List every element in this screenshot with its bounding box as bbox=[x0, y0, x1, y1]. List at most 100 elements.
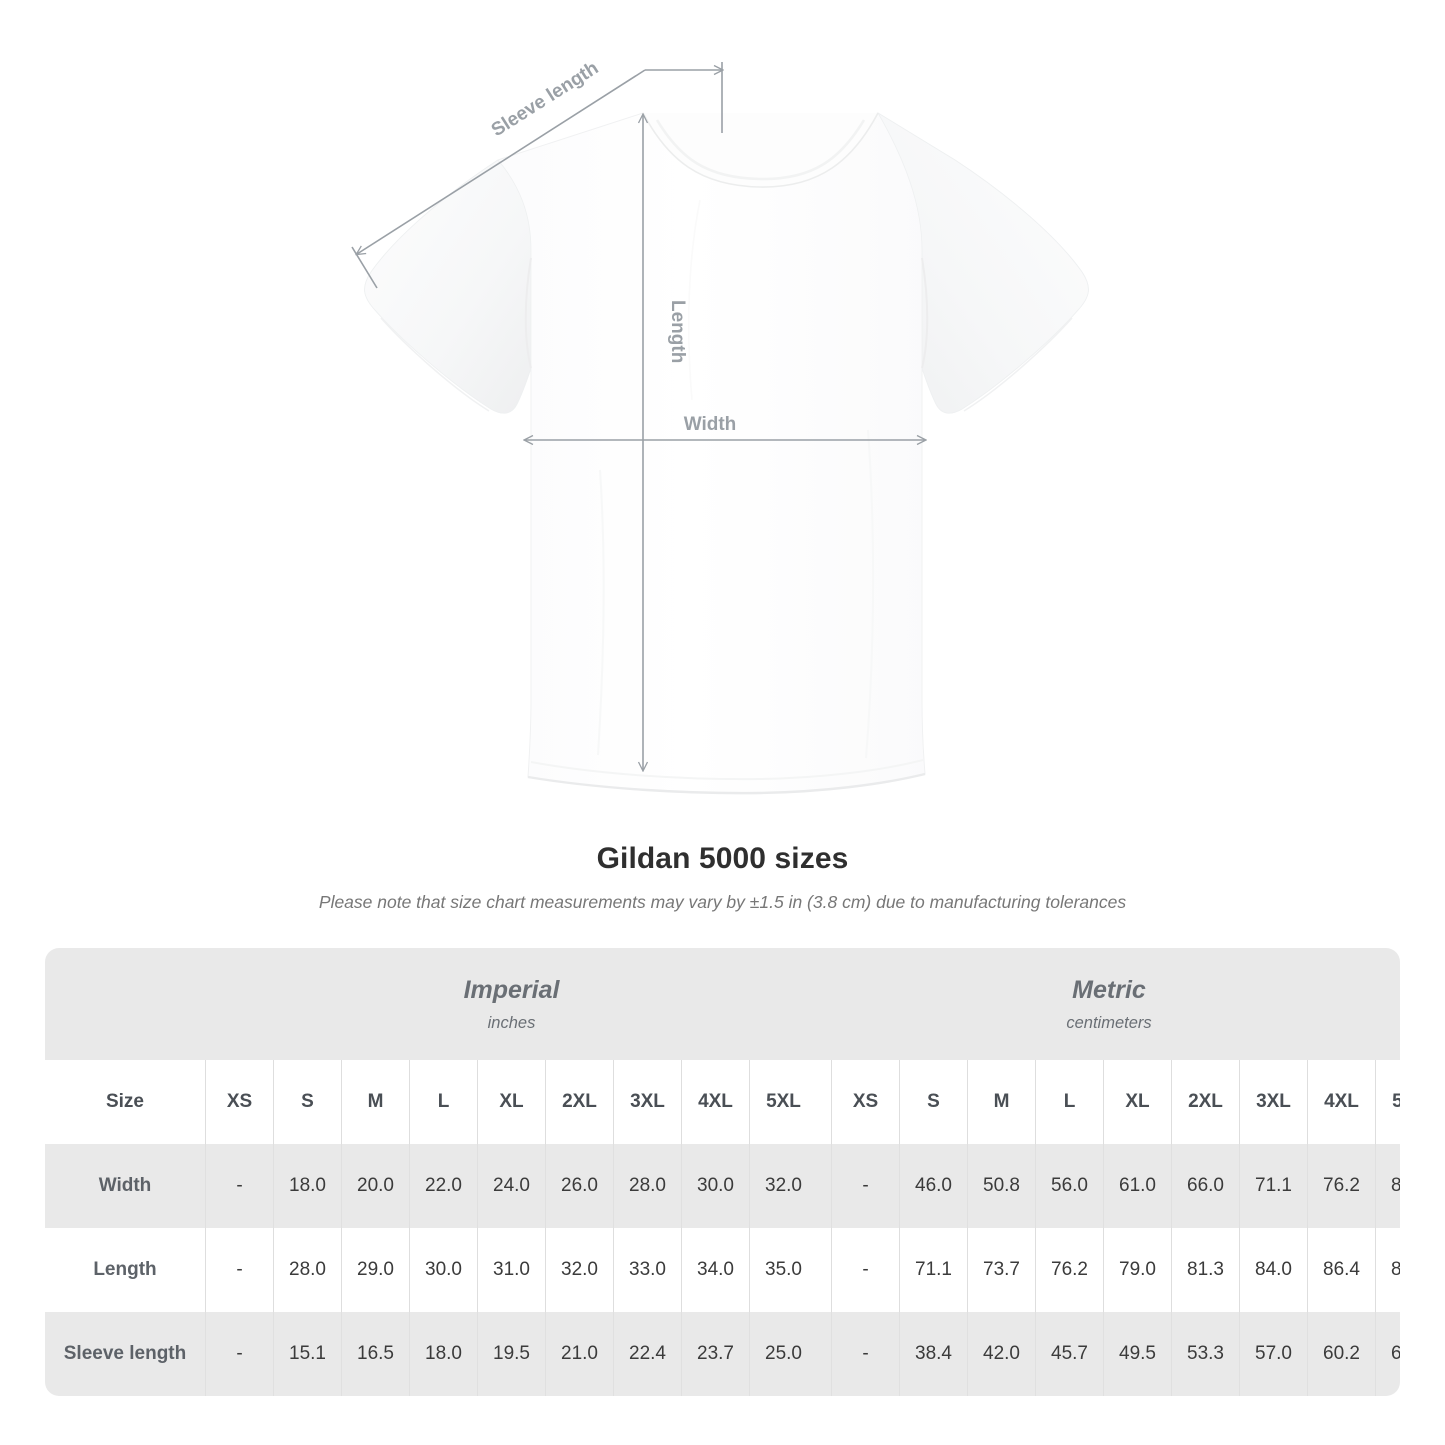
length-imperial-l: 30.0 bbox=[409, 1228, 477, 1312]
width-imperial-4xl: 30.0 bbox=[681, 1144, 749, 1228]
size-header-row: Size XS S M L XL 2XL 3XL 4XL 5XL XS S M … bbox=[45, 1060, 1400, 1144]
length-metric-s: 71.1 bbox=[899, 1228, 967, 1312]
size-chart-table: Imperial inches Metric centimeters Size … bbox=[45, 948, 1400, 1396]
left-sleeve-hem bbox=[380, 317, 490, 412]
width-imperial-s: 18.0 bbox=[273, 1144, 341, 1228]
row-label-width: Width bbox=[98, 1175, 152, 1196]
width-metric-5xl: 81.3 bbox=[1375, 1144, 1400, 1228]
length-metric-m: 73.7 bbox=[967, 1228, 1035, 1312]
sleeve-metric-s: 38.4 bbox=[899, 1312, 967, 1396]
width-label: Width bbox=[684, 414, 737, 435]
width-metric-s: 46.0 bbox=[899, 1144, 967, 1228]
length-imperial-5xl: 35.0 bbox=[749, 1228, 817, 1312]
sleeve-imperial-5xl: 25.0 bbox=[749, 1312, 817, 1396]
size-header-metric-l: L bbox=[1035, 1060, 1103, 1144]
right-sleeve-shade bbox=[877, 112, 1089, 414]
length-imperial-s: 28.0 bbox=[273, 1228, 341, 1312]
length-imperial-3xl: 33.0 bbox=[613, 1228, 681, 1312]
fabric-fold-3 bbox=[687, 199, 701, 401]
tshirt-collar bbox=[642, 112, 879, 188]
length-metric-5xl: 89.0 bbox=[1375, 1228, 1400, 1312]
sleeve-metric-2xl: 53.3 bbox=[1171, 1312, 1239, 1396]
size-header-metric-m: M bbox=[967, 1060, 1035, 1144]
width-imperial-3xl: 28.0 bbox=[613, 1144, 681, 1228]
sleeve-metric-xs: - bbox=[831, 1312, 899, 1396]
length-metric-2xl: 81.3 bbox=[1171, 1228, 1239, 1312]
sleeve-length-end-tick bbox=[351, 246, 378, 289]
width-metric-xs: - bbox=[831, 1144, 899, 1228]
length-metric-l: 76.2 bbox=[1035, 1228, 1103, 1312]
sleeve-imperial-3xl: 22.4 bbox=[613, 1312, 681, 1396]
fabric-fold-1 bbox=[597, 469, 605, 756]
size-header-metric-s: S bbox=[899, 1060, 967, 1144]
length-metric-3xl: 84.0 bbox=[1239, 1228, 1307, 1312]
metric-subtitle: centimeters bbox=[1066, 1014, 1152, 1032]
size-header-metric-3xl: 3XL bbox=[1239, 1060, 1307, 1144]
tshirt-bottom-hem bbox=[527, 772, 926, 795]
right-sleeve-hem bbox=[963, 317, 1073, 412]
size-corner-label: Size bbox=[105, 1091, 145, 1112]
table-row: Width - 18.0 20.0 22.0 24.0 26.0 28.0 30… bbox=[45, 1144, 1400, 1228]
size-header-imperial-2xl: 2XL bbox=[545, 1060, 613, 1144]
length-imperial-2xl: 32.0 bbox=[545, 1228, 613, 1312]
sleeve-length-arrow bbox=[357, 69, 646, 254]
size-header-imperial-s: S bbox=[273, 1060, 341, 1144]
tshirt-measurement-diagram: Sleeve length Length Width bbox=[351, 58, 1089, 795]
length-label: Length bbox=[667, 300, 688, 363]
sleeve-imperial-s: 15.1 bbox=[273, 1312, 341, 1396]
unit-header-spacer bbox=[45, 948, 205, 1060]
sleeve-metric-l: 45.7 bbox=[1035, 1312, 1103, 1396]
size-header-metric-xs: XS bbox=[831, 1060, 899, 1144]
left-sleeve-seam bbox=[524, 257, 532, 369]
size-header-metric-4xl: 4XL bbox=[1307, 1060, 1375, 1144]
chart-heading-block: Gildan 5000 sizes Please note that size … bbox=[0, 840, 1445, 913]
width-imperial-2xl: 26.0 bbox=[545, 1144, 613, 1228]
width-imperial-5xl: 32.0 bbox=[749, 1144, 817, 1228]
table-row: Length - 28.0 29.0 30.0 31.0 32.0 33.0 3… bbox=[45, 1228, 1400, 1312]
right-sleeve-seam bbox=[921, 257, 929, 369]
length-metric-xs: - bbox=[831, 1228, 899, 1312]
imperial-header-group: Imperial inches bbox=[205, 948, 818, 1060]
length-imperial-xl: 31.0 bbox=[477, 1228, 545, 1312]
width-metric-2xl: 66.0 bbox=[1171, 1144, 1239, 1228]
row-label-sleeve-length: Sleeve length bbox=[63, 1343, 187, 1364]
size-header-imperial-4xl: 4XL bbox=[681, 1060, 749, 1144]
page-title: Gildan 5000 sizes bbox=[596, 842, 849, 875]
sleeve-imperial-m: 16.5 bbox=[341, 1312, 409, 1396]
row-label-length: Length bbox=[93, 1259, 157, 1280]
sleeve-imperial-4xl: 23.7 bbox=[681, 1312, 749, 1396]
table-row: Sleeve length - 15.1 16.5 18.0 19.5 21.0… bbox=[45, 1312, 1400, 1396]
sleeve-metric-5xl: 63.5 bbox=[1375, 1312, 1400, 1396]
width-imperial-m: 20.0 bbox=[341, 1144, 409, 1228]
sleeve-metric-4xl: 60.2 bbox=[1307, 1312, 1375, 1396]
size-header-imperial-l: L bbox=[409, 1060, 477, 1144]
imperial-title: Imperial bbox=[463, 976, 560, 1004]
size-header-metric-2xl: 2XL bbox=[1171, 1060, 1239, 1144]
imperial-subtitle: inches bbox=[487, 1014, 536, 1032]
width-imperial-xl: 24.0 bbox=[477, 1144, 545, 1228]
width-imperial-l: 22.0 bbox=[409, 1144, 477, 1228]
size-header-imperial-xs: XS bbox=[205, 1060, 273, 1144]
width-metric-l: 56.0 bbox=[1035, 1144, 1103, 1228]
width-metric-xl: 61.0 bbox=[1103, 1144, 1171, 1228]
sleeve-length-label: Sleeve length bbox=[488, 58, 603, 142]
width-metric-3xl: 71.1 bbox=[1239, 1144, 1307, 1228]
size-header-imperial-3xl: 3XL bbox=[613, 1060, 681, 1144]
length-imperial-xs: - bbox=[205, 1228, 273, 1312]
size-header-imperial-m: M bbox=[341, 1060, 409, 1144]
size-header-imperial-5xl: 5XL bbox=[749, 1060, 817, 1144]
length-imperial-m: 29.0 bbox=[341, 1228, 409, 1312]
length-imperial-4xl: 34.0 bbox=[681, 1228, 749, 1312]
tshirt-illustration bbox=[364, 112, 1089, 795]
size-header-metric-xl: XL bbox=[1103, 1060, 1171, 1144]
unit-system-header-row: Imperial inches Metric centimeters bbox=[45, 948, 1400, 1060]
fabric-fold-2 bbox=[865, 429, 875, 759]
sleeve-metric-m: 42.0 bbox=[967, 1312, 1035, 1396]
sleeve-imperial-xl: 19.5 bbox=[477, 1312, 545, 1396]
tolerance-note: Please note that size chart measurements… bbox=[318, 892, 1127, 912]
tshirt-bottom-hem-inner bbox=[530, 759, 924, 781]
sleeve-imperial-2xl: 21.0 bbox=[545, 1312, 613, 1396]
size-header-metric-5xl: 5XL bbox=[1375, 1060, 1400, 1144]
length-metric-4xl: 86.4 bbox=[1307, 1228, 1375, 1312]
